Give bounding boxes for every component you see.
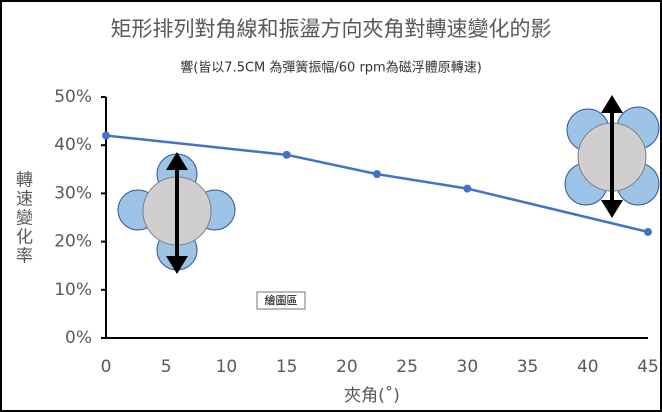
chart-title: 矩形排列對角線和振盪方向夾角對轉速變化的影 [111,17,552,41]
x-axis-label: 夾角(˚) [344,385,400,406]
x-tick-label: 30 [457,357,479,377]
chart-subtitle: 響(皆以7.5CM 為彈簧振幅/60 rpm為磁浮體原轉速) [180,60,482,76]
tooltip: 繪圖區 [257,292,305,309]
y-tick-label: 10% [54,280,92,300]
x-tick-label: 45 [637,357,659,377]
x-tick-label: 0 [101,357,112,377]
data-point [463,185,471,193]
x-tick-label: 20 [336,357,358,377]
x-tick-label: 10 [216,357,238,377]
data-point [283,151,291,159]
x-tick-label: 35 [517,357,539,377]
x-tick-label: 40 [577,357,599,377]
y-tick-label: 0% [65,328,92,348]
y-tick-label: 50% [54,87,92,107]
tooltip-text: 繪圖區 [265,293,298,307]
data-point [102,132,110,140]
y-tick-label: 30% [54,183,92,203]
data-point [373,170,381,178]
y-tick-label: 40% [54,135,92,155]
page: 矩形排列對角線和振盪方向夾角對轉速變化的影 響(皆以7.5CM 為彈簧振幅/60… [0,0,662,412]
chart: 矩形排列對角線和振盪方向夾角對轉速變化的影 響(皆以7.5CM 為彈簧振幅/60… [0,0,662,412]
x-tick-label: 5 [161,357,172,377]
y-tick-label: 20% [54,232,92,252]
x-tick-label: 25 [396,357,418,377]
molecule-right [565,95,659,218]
x-tick-label: 15 [276,357,298,377]
y-axis-label: 轉速變化率 [12,170,33,265]
data-point [644,228,652,236]
